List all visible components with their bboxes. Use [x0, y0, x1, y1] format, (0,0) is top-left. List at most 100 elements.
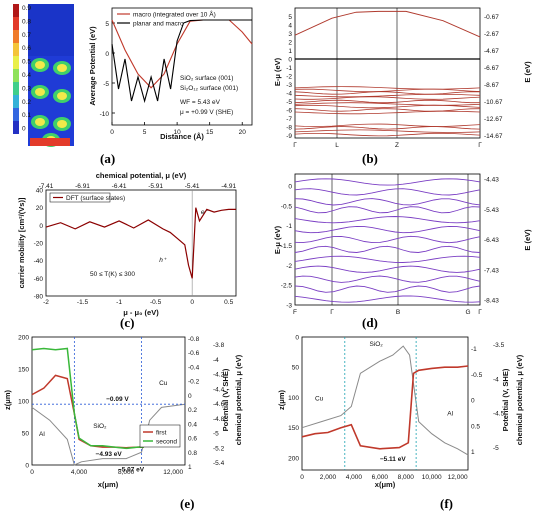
topography-e [31, 403, 186, 466]
region-label-e: Al [39, 431, 45, 438]
valence-band-b [294, 86, 481, 90]
heatmap-blob-core [35, 61, 45, 69]
colorbar-tick: 0.1 [22, 112, 31, 119]
plot-frame-f [301, 336, 469, 471]
x-tick-label-e: 8,000 [118, 469, 135, 476]
y-tick-label-c: 0 [39, 223, 43, 230]
region-label-f: SiO₂ [369, 341, 383, 348]
panel-caption-e: (e) [180, 496, 194, 511]
y-tick-label-f: 150 [288, 425, 299, 432]
legend-label-a: planar and macro [133, 21, 184, 28]
heatmap-blob-core [57, 120, 67, 128]
right-tick-label-d: -8.43 [484, 298, 499, 305]
right2-tick-label-e: -4.8 [213, 416, 225, 423]
x-tick-label-a: 0 [110, 129, 114, 136]
heatmap-top [28, 4, 74, 56]
annotation-a: SiO₂ surface (001) [180, 75, 233, 82]
colorbar-segment [13, 69, 19, 82]
panel-caption-f: (f) [440, 496, 453, 511]
colorbar-segment [13, 108, 19, 121]
x-tick-label-c: -1.5 [77, 299, 89, 306]
region-label-f: Al [447, 411, 453, 418]
y-tick-label-b: 5 [288, 14, 292, 21]
k-point-label-b: Z [395, 142, 399, 149]
legend-label-e: second [156, 439, 177, 446]
right-tick-label-b: -4.67 [484, 48, 499, 55]
y-tick-label-b: 0 [288, 56, 292, 63]
band-line-d [294, 188, 481, 196]
right1-tick-label-e: 0.6 [188, 436, 197, 443]
x-tick-label-f: 10,000 [422, 474, 442, 481]
band-line-d [294, 255, 481, 263]
y-axis-label-f: z(μm) [277, 390, 286, 411]
y-tick-label-b: -1 [286, 65, 292, 72]
y-axis-label-c: carrier mobility [cm²/(Vs)] [17, 197, 26, 288]
colorbar-segment [13, 43, 19, 56]
y-tick-label-a: -5 [103, 81, 109, 88]
y-tick-label-b: -3 [286, 82, 292, 89]
annotation-a: μ = +0.99 V (SHE) [180, 109, 233, 116]
colorbar-tick: 0.9 [22, 5, 31, 12]
right1-tick-label-e: 0 [188, 393, 192, 400]
y-tick-label-e: 100 [18, 399, 29, 406]
y-tick-label-d: -0.5 [281, 203, 293, 210]
x-tick-label-f: 6,000 [372, 474, 389, 481]
y-tick-label-c: 20 [36, 205, 44, 212]
right2-tick-label-f: -5 [493, 445, 499, 452]
k-point-label-b: Γ [478, 142, 482, 149]
band-line-d [294, 245, 481, 253]
legend-label-a: macro (integrated over 10 Å) [133, 10, 216, 19]
legend-box-c [49, 192, 111, 203]
k-point-label-b: L [335, 142, 339, 149]
plot-frame-b [294, 7, 481, 139]
right2-tick-label-e: -4.2 [213, 372, 225, 379]
right1-tick-label-f: 1 [471, 449, 475, 456]
y-tick-label-a: 5 [105, 21, 109, 28]
x-tick-label-e: 4,000 [71, 469, 88, 476]
valence-band-b [294, 126, 481, 130]
right2-tick-label-e: -5 [213, 431, 219, 438]
y-tick-label-b: 2 [288, 39, 292, 46]
panel-caption-a: (a) [100, 151, 115, 166]
y-tick-label-c: 40 [36, 188, 44, 195]
right-tick-label-b: -10.67 [484, 99, 503, 106]
right1-tick-label-f: 0 [471, 398, 475, 405]
colorbar-tick: 0.5 [22, 59, 31, 66]
right2-tick-label-f: -3.5 [493, 342, 505, 349]
series-line-e [31, 374, 144, 449]
right1-tick-label-e: 0.4 [188, 421, 197, 428]
right2-tick-label-f: -4.5 [493, 411, 505, 418]
annotation-e: −4.93 eV [96, 451, 123, 458]
y-axis-label-b: E-μ (eV) [273, 57, 282, 86]
y-tick-label-b: 3 [288, 31, 292, 38]
y-tick-label-b: -7 [286, 116, 292, 123]
y-tick-label-d: -3 [286, 303, 292, 310]
right2-tick-label-f: -4 [493, 376, 499, 383]
band-line-d [294, 265, 481, 273]
right2-axis-label-f: chemical potential, μ (eV) [515, 354, 524, 445]
series-line-a [111, 19, 253, 89]
top-tick-label-c: -4.91 [221, 183, 236, 190]
colorbar-tick: 0 [22, 126, 26, 133]
y-tick-label-b: -2 [286, 73, 292, 80]
band-line-d [294, 178, 481, 186]
plot-frame-c [45, 189, 237, 297]
right2-tick-label-e: -4.4 [213, 386, 225, 393]
right2-tick-label-e: -5.2 [213, 445, 225, 452]
y-tick-label-d: -2.5 [281, 283, 293, 290]
top-tick-label-c: -6.91 [75, 183, 90, 190]
y-tick-label-d: -2 [286, 263, 292, 270]
plot-frame-d [294, 173, 481, 306]
valence-band-b [294, 88, 481, 93]
region-label-e: Cu [159, 380, 168, 387]
series-line-a [111, 19, 252, 104]
annotation-e: −5.07 eV [118, 466, 145, 473]
valence-band-b [294, 93, 481, 98]
band-line-d [294, 206, 481, 214]
right1-tick-label-e: 0.2 [188, 407, 197, 414]
right1-tick-label-e: 0.8 [188, 450, 197, 457]
x-tick-label-a: 15 [206, 129, 214, 136]
colorbar-segment [13, 17, 19, 30]
right1-tick-label-f: -0.5 [471, 372, 483, 379]
